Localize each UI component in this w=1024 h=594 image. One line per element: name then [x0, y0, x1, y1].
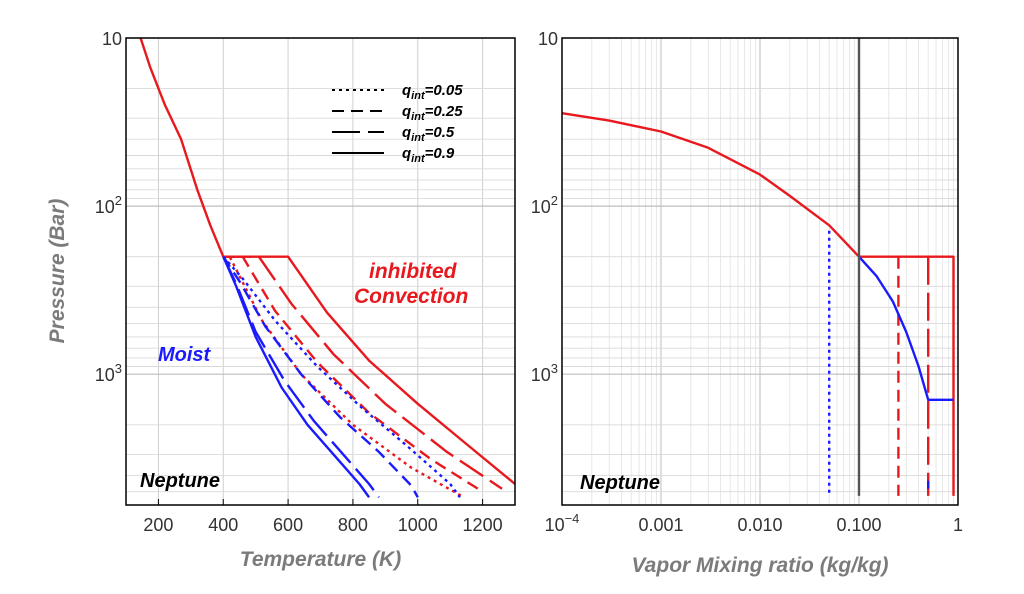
- series-line-0: [561, 112, 860, 258]
- series-line-7: [222, 256, 419, 498]
- y-tick-label: 103: [531, 361, 558, 385]
- plot-frame: [125, 37, 516, 506]
- neptune-annotation: Neptune: [580, 472, 660, 494]
- series-line-4: [223, 255, 516, 485]
- x-tick-label: 10−4: [545, 511, 580, 535]
- series-line-4: [858, 255, 954, 401]
- series-line-8: [222, 255, 461, 499]
- y-tick-label: 102: [95, 193, 122, 217]
- x-tick-label: 200: [143, 515, 173, 535]
- x-tick-label: 0.001: [638, 515, 683, 535]
- x-tick-label: 0.100: [836, 515, 881, 535]
- convection-annotation: Convection: [354, 285, 468, 308]
- series-line-1: [223, 255, 463, 497]
- plot-frame: [561, 37, 959, 506]
- inhibited-annotation: inhibited: [369, 260, 458, 283]
- y-tick-label: 10: [102, 29, 122, 49]
- legend-label-0: qint=0.05: [402, 82, 463, 102]
- x-tick-label: 1000: [398, 515, 438, 535]
- neptune-annotation: Neptune: [140, 470, 220, 492]
- legend-label-3: qint=0.9: [402, 145, 455, 165]
- x-axis-label: Temperature (K): [240, 548, 401, 571]
- series-line-3: [223, 255, 503, 490]
- y-tick-label: 103: [95, 361, 122, 385]
- temperature-pressure-panel: 200 400 600 800 1000 1200 10 102 103 Temperature …: [46, 29, 516, 571]
- x-tick-label: 800: [338, 515, 368, 535]
- legend-label-2: qint=0.5: [402, 124, 455, 144]
- legend-label-1: qint=0.25: [402, 103, 463, 123]
- series-line-0: [139, 37, 225, 258]
- x-tick-label: 600: [273, 515, 303, 535]
- series-line-6: [222, 256, 380, 499]
- x-tick-label: 0.010: [737, 515, 782, 535]
- y-axis-label: Pressure (Bar): [46, 199, 69, 344]
- x-tick-label: 1: [953, 515, 963, 535]
- moist-annotation: Moist: [158, 344, 212, 366]
- series-line-1: [859, 255, 955, 496]
- y-tick-label: 10: [538, 29, 558, 49]
- x-axis-label: Vapor Mixing ratio (kg/kg): [631, 554, 888, 577]
- x-tick-label: 400: [208, 515, 238, 535]
- x-tick-label: 1200: [463, 515, 503, 535]
- mixing-ratio-pressure-panel: 10−4 0.001 0.010 0.100 1 10 102 103 Vapor Mixing…: [531, 29, 963, 577]
- y-tick-label: 102: [531, 193, 558, 217]
